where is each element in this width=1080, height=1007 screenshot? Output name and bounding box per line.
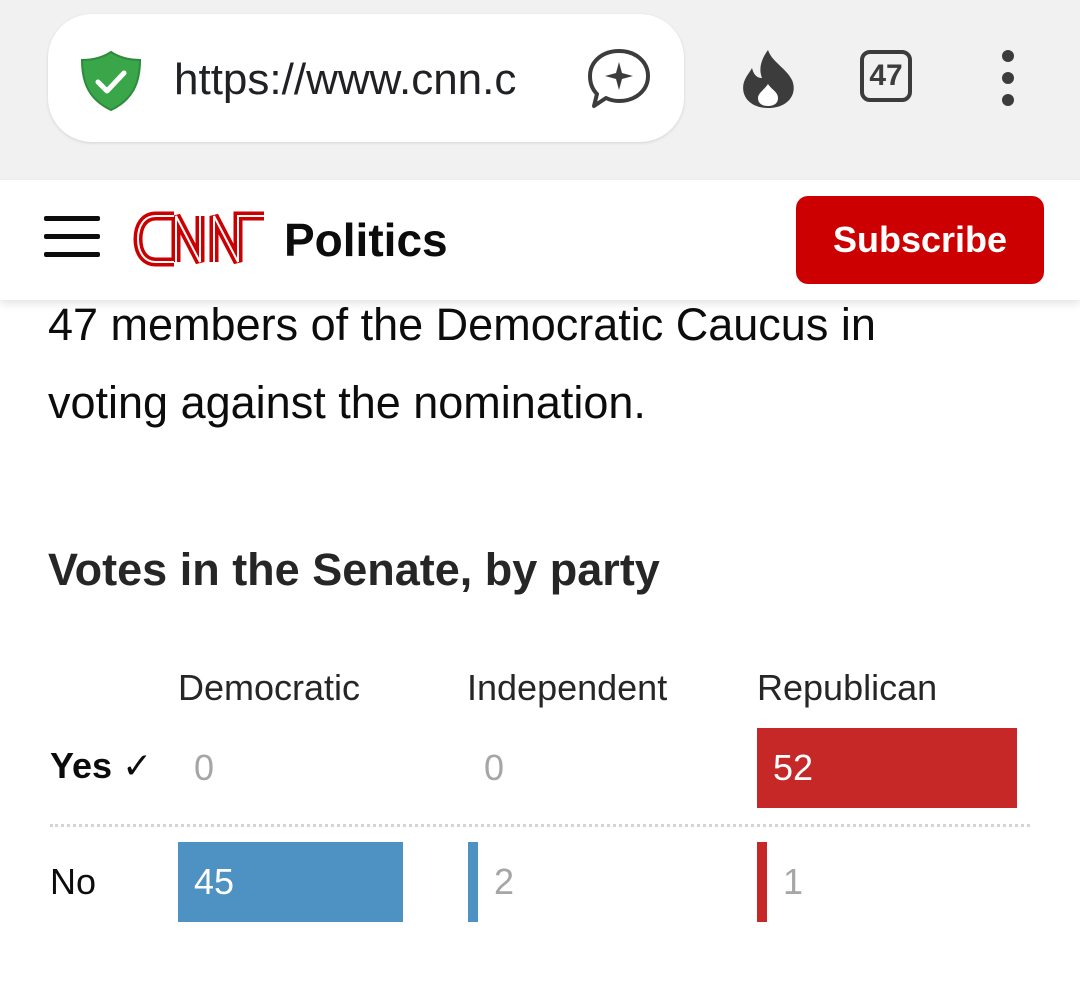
hamburger-menu-icon[interactable] (44, 216, 100, 258)
row-label-yes: Yes ✓ (50, 745, 153, 786)
party-header-democratic: Democratic (178, 667, 361, 708)
fire-icon[interactable] (738, 48, 798, 110)
more-vertical-icon[interactable] (996, 50, 1020, 110)
bar-republican-yes (757, 728, 1017, 808)
bar-independent-no (468, 842, 478, 922)
party-header-independent: Independent (467, 667, 668, 708)
browser-toolbar: https://www.cnn.c 47 (0, 0, 1080, 180)
bar-republican-no (757, 842, 767, 922)
address-bar[interactable] (48, 14, 684, 142)
bar-value-label: 52 (773, 747, 814, 788)
url-text[interactable]: https://www.cnn.c (174, 55, 517, 104)
bar-value-label: 2 (494, 861, 515, 902)
party-header-republican: Republican (757, 667, 938, 708)
bar-value-label: 1 (783, 861, 804, 902)
site-header: Politics Subscribe (0, 180, 1080, 300)
tabs-counter-icon[interactable]: 47 (860, 50, 912, 102)
bar-value-label: 45 (194, 861, 235, 902)
row-divider (50, 824, 1030, 827)
chart-title: Votes in the Senate, by party (48, 544, 660, 595)
chat-sparkle-icon[interactable] (586, 46, 652, 110)
article-line: voting against the nomination. (48, 377, 646, 428)
bar-democratic-no (178, 842, 403, 922)
row-label-no: No (50, 861, 97, 902)
section-title[interactable]: Politics (284, 214, 448, 266)
cnn-logo[interactable] (130, 204, 272, 274)
subscribe-button[interactable]: Subscribe (796, 196, 1044, 284)
article-line: 47 members of the Democratic Caucus in (48, 299, 876, 350)
bar-value-label: 0 (194, 747, 215, 788)
bar-value-label: 0 (484, 747, 505, 788)
shield-check-icon[interactable] (78, 50, 144, 112)
article-paragraph: 47 members of the Democratic Caucus in v… (48, 286, 1038, 442)
